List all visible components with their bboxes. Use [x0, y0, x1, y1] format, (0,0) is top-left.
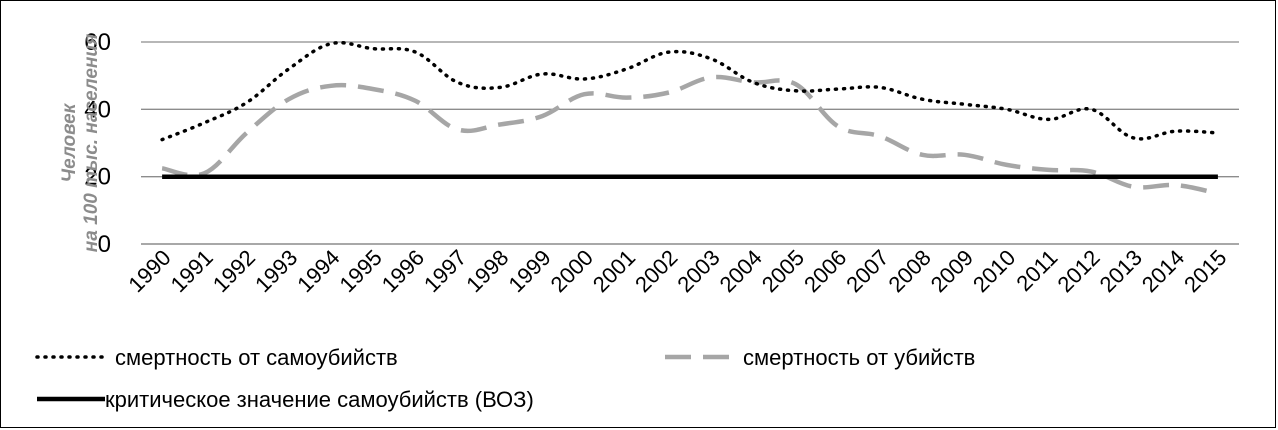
x-tick-label: 2010	[968, 245, 1020, 297]
x-tick-label: 1993	[250, 245, 302, 297]
x-tick-label: 1998	[461, 245, 513, 297]
y-tick-labels: 0 20 40 60	[84, 29, 111, 258]
x-tick-label: 1996	[377, 245, 429, 297]
legend: смертность от самоубийств смертность от у…	[35, 345, 975, 412]
series-line-1	[161, 74, 1219, 196]
x-tick-label: 1991	[166, 245, 218, 297]
legend-label: смертность от самоубийств	[115, 345, 398, 370]
x-tick-label: 2009	[926, 245, 978, 297]
x-tick-label: 2006	[799, 245, 851, 297]
legend-label: смертность от убийств	[743, 345, 975, 370]
x-tick-label: 2008	[884, 245, 936, 297]
x-tick-label: 1995	[335, 245, 387, 297]
x-tick-label: 2005	[757, 245, 809, 297]
x-tick-label: 2012	[1052, 245, 1104, 297]
gridlines	[141, 41, 1239, 178]
x-tick-label: 2015	[1179, 245, 1231, 297]
y-axis-label-line2: на 100 тыс. населения	[81, 34, 102, 252]
x-tick-label: 2014	[1137, 245, 1189, 297]
x-tick-label: 2000	[546, 245, 598, 297]
y-tick-label: 20	[84, 164, 111, 191]
x-tick-label: 2007	[841, 245, 893, 297]
y-tick-label: 40	[84, 96, 111, 123]
x-tick-label: 2003	[672, 245, 724, 297]
x-tick-label: 2004	[715, 245, 767, 297]
legend-item-2: критическое значение самоубийств (ВОЗ)	[37, 387, 534, 412]
x-tick-label: 2002	[630, 245, 682, 297]
series-lines	[160, 40, 1220, 196]
legend-item-1: смертность от убийств	[665, 345, 975, 370]
x-tick-label: 1997	[419, 245, 471, 297]
legend-label: критическое значение самоубийств (ВОЗ)	[105, 387, 534, 412]
y-tick-label: 0	[98, 231, 111, 258]
y-tick-label: 60	[84, 29, 111, 56]
y-axis-label: Человек на 100 тыс. населения	[59, 34, 102, 252]
x-tick-label: 2001	[588, 245, 640, 297]
legend-item-0: смертность от самоубийств	[35, 345, 398, 370]
y-axis-label-line1: Человек	[59, 102, 80, 182]
x-tick-label: 2013	[1095, 245, 1147, 297]
x-tick-label: 2011	[1011, 245, 1062, 296]
x-tick-labels: 1990199119921993199419951996199719981999…	[123, 245, 1231, 297]
series-line-0	[160, 40, 1220, 142]
x-tick-label: 1990	[123, 245, 175, 297]
x-tick-label: 1994	[292, 245, 344, 297]
x-tick-label: 1999	[503, 245, 555, 297]
x-tick-label: 1992	[208, 245, 260, 297]
